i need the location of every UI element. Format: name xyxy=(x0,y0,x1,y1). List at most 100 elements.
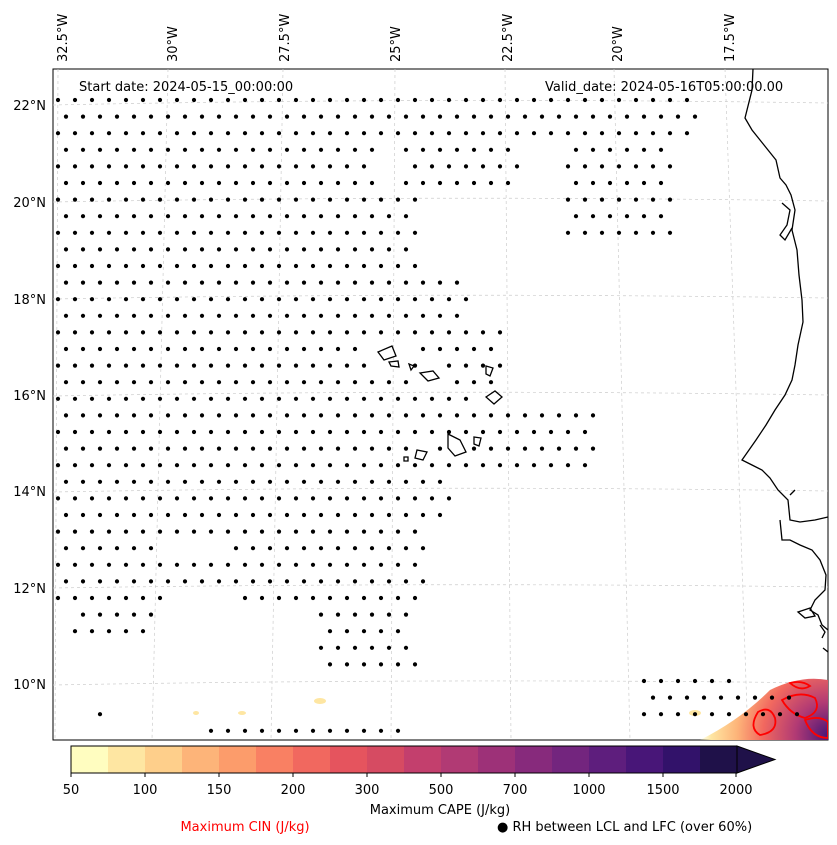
rh-dot xyxy=(395,297,401,302)
rh-dot xyxy=(412,197,418,202)
rh-dot xyxy=(106,363,112,368)
rh-dot xyxy=(259,396,265,401)
rh-dot xyxy=(140,595,146,601)
rh-dot xyxy=(208,728,214,733)
rh-dot xyxy=(216,247,222,252)
rh-dot xyxy=(259,463,265,468)
cape-verde-islands xyxy=(376,345,503,462)
gridlines xyxy=(53,69,828,740)
rh-dot xyxy=(361,97,367,103)
rh-dot xyxy=(556,114,562,119)
rh-dot xyxy=(199,479,205,484)
rh-dot xyxy=(131,546,137,551)
rh-dot xyxy=(420,579,426,584)
rh-dot xyxy=(157,97,163,103)
rh-dot xyxy=(301,446,307,451)
rh-dot xyxy=(114,579,120,584)
rh-dot xyxy=(89,463,95,468)
rh-dot xyxy=(106,629,112,634)
rh-dot xyxy=(97,346,103,352)
rh-dot xyxy=(429,131,435,136)
rh-dot xyxy=(225,263,231,269)
rh-dot xyxy=(267,280,273,285)
rh-dot xyxy=(191,297,197,302)
rh-dot xyxy=(216,512,222,518)
rh-dot xyxy=(63,380,69,385)
rh-dot xyxy=(80,446,86,451)
rh-dot xyxy=(267,512,273,518)
rh-dot xyxy=(378,230,384,235)
rh-dot xyxy=(352,645,358,650)
rh-dot xyxy=(361,429,367,435)
lat-tick-label: 18°N xyxy=(13,293,46,308)
rh-dot xyxy=(97,512,103,518)
rh-dot xyxy=(352,512,358,518)
rh-dot xyxy=(395,429,401,435)
rh-dot xyxy=(233,579,239,584)
rh-dot xyxy=(63,446,69,451)
rh-dot xyxy=(55,363,61,368)
rh-dot xyxy=(106,396,112,401)
rh-dot xyxy=(284,579,290,584)
rh-dot xyxy=(650,97,656,103)
rh-dot xyxy=(284,247,290,252)
rh-dot xyxy=(131,180,137,186)
rh-dot xyxy=(352,479,358,484)
rh-dot xyxy=(369,380,375,385)
rh-dot xyxy=(174,297,180,302)
rh-dot xyxy=(378,396,384,401)
rh-dot xyxy=(386,579,392,584)
rh-dot xyxy=(97,446,103,451)
rh-dot xyxy=(590,446,596,451)
rh-dot xyxy=(233,479,239,484)
rh-dot xyxy=(259,429,265,435)
rh-dot xyxy=(386,313,392,318)
rh-dot xyxy=(250,479,256,484)
lon-tick-label: 22.5°W xyxy=(501,14,516,62)
rh-dot xyxy=(582,463,588,468)
rh-dot xyxy=(63,346,69,352)
rh-dot xyxy=(497,164,503,169)
rh-dot xyxy=(420,479,426,484)
rh-dot xyxy=(318,180,324,186)
rh-dot xyxy=(369,645,375,650)
rh-dot xyxy=(284,114,290,119)
rh-dot xyxy=(437,346,443,352)
map-frame xyxy=(52,68,829,741)
rh-dot xyxy=(174,529,180,534)
rh-dot xyxy=(463,297,469,302)
rh-dot xyxy=(182,247,188,252)
rh-dot xyxy=(684,695,690,700)
rh-dot xyxy=(327,164,333,169)
rh-dot xyxy=(310,164,316,169)
rh-dot xyxy=(369,479,375,484)
rh-dot xyxy=(429,496,435,501)
rh-dot xyxy=(412,662,418,667)
rh-dot xyxy=(395,197,401,202)
rh-dot xyxy=(259,164,265,169)
colorbar-tick-label: 200 xyxy=(281,783,306,798)
rh-dot xyxy=(386,114,392,119)
rh-dot xyxy=(72,562,78,567)
rh-dot xyxy=(199,380,205,385)
rh-dot xyxy=(191,197,197,202)
rh-dot xyxy=(437,512,443,518)
rh-dot xyxy=(420,280,426,285)
rh-dot xyxy=(140,629,146,634)
rh-dot xyxy=(267,579,273,584)
rh-dot xyxy=(641,180,647,186)
rh-dot xyxy=(692,712,698,717)
rh-dot xyxy=(378,728,384,733)
rh-dot xyxy=(284,147,290,152)
rh-dot xyxy=(157,496,163,501)
rh-dot xyxy=(199,280,205,285)
coastline xyxy=(741,69,828,653)
rh-dot xyxy=(191,164,197,169)
rh-dot xyxy=(420,546,426,551)
rh-dot xyxy=(454,380,460,385)
rh-dot xyxy=(301,479,307,484)
rh-dot xyxy=(310,562,316,567)
rh-dot xyxy=(692,678,698,684)
colorbar xyxy=(70,745,777,777)
rh-dot xyxy=(174,164,180,169)
